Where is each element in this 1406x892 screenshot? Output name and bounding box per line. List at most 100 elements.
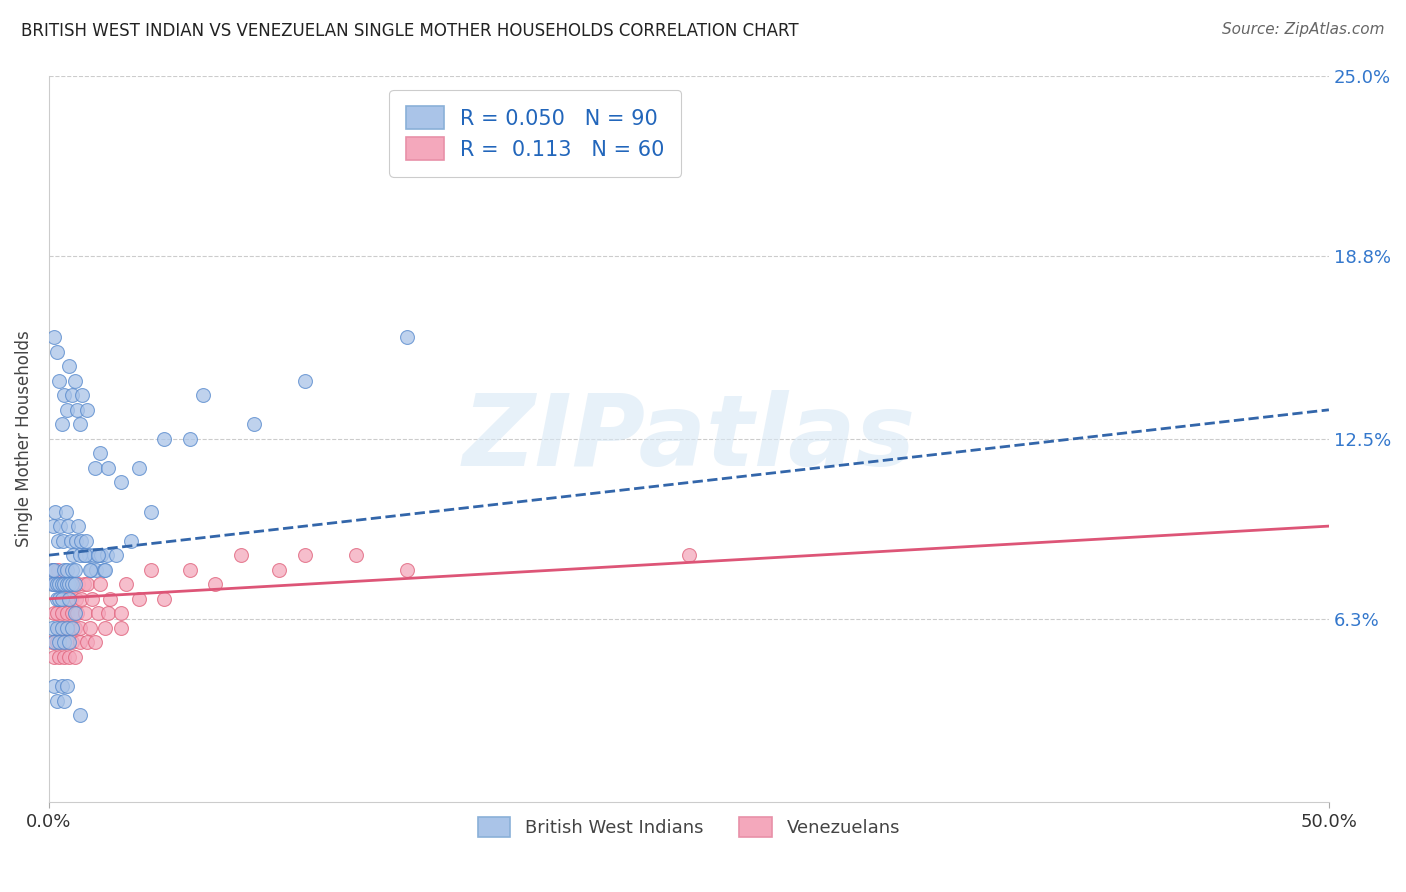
Y-axis label: Single Mother Households: Single Mother Households: [15, 331, 32, 548]
Point: [42, 563, 65, 577]
Point: [65, 533, 87, 548]
Point: [204, 577, 226, 591]
Point: [229, 548, 252, 562]
Point: [69, 708, 91, 723]
Point: [51, 679, 73, 693]
Point: [60, 635, 83, 649]
Point: [45, 591, 67, 606]
Point: [63, 577, 86, 591]
Point: [49, 519, 72, 533]
Point: [110, 621, 132, 635]
Point: [51, 635, 73, 649]
Point: [90, 548, 112, 562]
Point: [42, 519, 65, 533]
Point: [153, 591, 176, 606]
Point: [51, 621, 73, 635]
Point: [141, 505, 163, 519]
Point: [41, 635, 63, 649]
Point: [86, 548, 108, 562]
Point: [67, 519, 90, 533]
Point: [60, 577, 83, 591]
Point: [83, 548, 105, 562]
Point: [48, 649, 70, 664]
Point: [60, 388, 83, 402]
Point: [48, 374, 70, 388]
Point: [79, 563, 101, 577]
Point: [41, 563, 63, 577]
Point: [66, 402, 89, 417]
Point: [41, 577, 63, 591]
Point: [69, 621, 91, 635]
Point: [678, 548, 700, 562]
Point: [49, 577, 72, 591]
Point: [84, 635, 107, 649]
Point: [179, 563, 201, 577]
Point: [100, 591, 122, 606]
Point: [58, 621, 80, 635]
Point: [53, 635, 76, 649]
Point: [63, 621, 86, 635]
Legend: British West Indians, Venezuelans: British West Indians, Venezuelans: [471, 810, 907, 844]
Point: [42, 649, 65, 664]
Point: [110, 607, 132, 621]
Point: [42, 607, 65, 621]
Point: [110, 475, 132, 490]
Point: [51, 577, 73, 591]
Point: [53, 563, 76, 577]
Point: [53, 388, 76, 402]
Point: [114, 577, 136, 591]
Point: [42, 577, 65, 591]
Point: [63, 649, 86, 664]
Point: [46, 563, 69, 577]
Point: [63, 607, 86, 621]
Point: [141, 563, 163, 577]
Point: [62, 548, 84, 562]
Point: [44, 505, 66, 519]
Point: [70, 388, 93, 402]
Point: [60, 607, 83, 621]
Point: [63, 563, 86, 577]
Point: [89, 446, 111, 460]
Point: [82, 591, 104, 606]
Point: [96, 548, 118, 562]
Point: [69, 635, 91, 649]
Point: [51, 417, 73, 432]
Point: [87, 548, 110, 562]
Point: [55, 591, 77, 606]
Point: [77, 548, 100, 562]
Point: [294, 548, 316, 562]
Point: [48, 635, 70, 649]
Point: [53, 621, 76, 635]
Point: [396, 563, 419, 577]
Point: [191, 388, 214, 402]
Point: [45, 693, 67, 707]
Point: [56, 679, 79, 693]
Point: [59, 533, 82, 548]
Text: BRITISH WEST INDIAN VS VENEZUELAN SINGLE MOTHER HOUSEHOLDS CORRELATION CHART: BRITISH WEST INDIAN VS VENEZUELAN SINGLE…: [21, 22, 799, 40]
Point: [56, 577, 79, 591]
Point: [55, 505, 77, 519]
Point: [72, 548, 94, 562]
Point: [45, 635, 67, 649]
Point: [56, 519, 79, 533]
Point: [97, 461, 120, 475]
Point: [93, 563, 115, 577]
Text: Source: ZipAtlas.com: Source: ZipAtlas.com: [1222, 22, 1385, 37]
Point: [67, 577, 90, 591]
Point: [76, 402, 98, 417]
Point: [56, 563, 79, 577]
Point: [53, 649, 76, 664]
Point: [56, 577, 79, 591]
Point: [73, 548, 96, 562]
Point: [42, 330, 65, 344]
Point: [69, 417, 91, 432]
Point: [396, 330, 419, 344]
Point: [42, 563, 65, 577]
Point: [120, 533, 142, 548]
Point: [42, 635, 65, 649]
Point: [97, 607, 120, 621]
Point: [45, 344, 67, 359]
Text: ZIPatlas: ZIPatlas: [463, 391, 915, 487]
Point: [86, 607, 108, 621]
Point: [45, 607, 67, 621]
